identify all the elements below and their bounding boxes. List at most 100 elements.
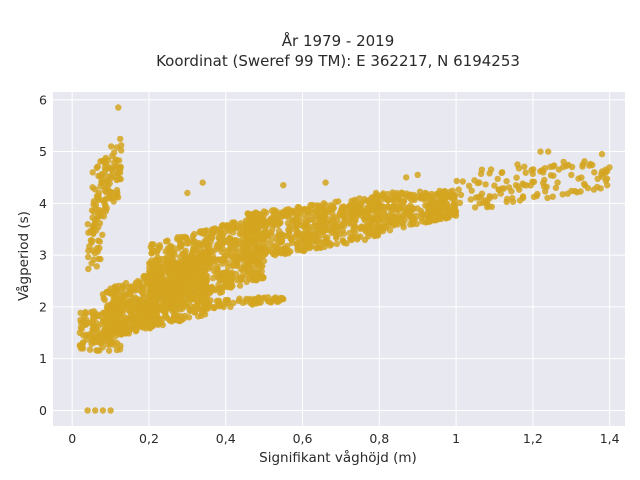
- data-point: [401, 204, 409, 212]
- data-point: [442, 201, 450, 208]
- data-point: [455, 186, 462, 193]
- data-point: [319, 231, 327, 239]
- x-tick-label: 0: [68, 431, 76, 446]
- data-point: [550, 172, 557, 179]
- data-point: [156, 242, 163, 249]
- data-point: [385, 212, 393, 219]
- x-tick-label: 1: [452, 431, 460, 446]
- data-point: [224, 263, 232, 271]
- data-point: [520, 181, 528, 189]
- data-point: [109, 194, 117, 202]
- data-point: [398, 218, 405, 225]
- data-point: [196, 289, 203, 296]
- data-point: [185, 239, 192, 247]
- data-point: [113, 186, 121, 194]
- data-point: [96, 238, 104, 245]
- data-point: [99, 318, 107, 325]
- data-point: [189, 233, 197, 240]
- data-point: [293, 240, 300, 247]
- data-point: [527, 182, 534, 189]
- data-point: [85, 265, 92, 273]
- data-point: [267, 229, 274, 236]
- data-point: [132, 321, 140, 328]
- data-point: [465, 182, 473, 189]
- data-point: [213, 271, 220, 278]
- data-point: [236, 223, 243, 230]
- data-point: [294, 228, 301, 236]
- data-point: [403, 174, 410, 181]
- x-tick-label: 0,2: [139, 431, 159, 446]
- data-point: [477, 170, 485, 177]
- data-point: [602, 177, 609, 184]
- data-point: [236, 274, 244, 281]
- data-point: [243, 222, 250, 229]
- data-point: [426, 204, 433, 211]
- data-point: [315, 208, 322, 216]
- data-point: [104, 183, 111, 190]
- data-point: [191, 266, 198, 273]
- data-point: [116, 169, 124, 176]
- data-point: [103, 325, 110, 333]
- data-point: [377, 202, 384, 209]
- data-point: [130, 306, 137, 313]
- data-point: [176, 262, 183, 270]
- data-point: [249, 228, 256, 235]
- data-point: [246, 245, 253, 252]
- y-tick-label: 2: [39, 299, 47, 314]
- data-point: [175, 315, 182, 322]
- data-point: [173, 276, 181, 283]
- data-point: [248, 220, 255, 228]
- data-point: [125, 320, 132, 327]
- data-point: [182, 251, 189, 258]
- data-point: [407, 221, 414, 228]
- y-tick-label: 1: [39, 351, 47, 366]
- data-point: [533, 192, 540, 200]
- data-point: [594, 183, 601, 191]
- data-point: [163, 254, 170, 261]
- data-point: [88, 333, 95, 341]
- data-point: [474, 179, 481, 187]
- data-point: [85, 253, 92, 261]
- data-point: [213, 243, 220, 250]
- data-point: [341, 213, 348, 220]
- data-point: [151, 310, 158, 318]
- data-point: [258, 268, 265, 275]
- x-tick-label: 1,4: [600, 431, 620, 446]
- data-point: [503, 178, 510, 185]
- data-point: [199, 179, 206, 186]
- data-point: [204, 305, 212, 312]
- data-point: [113, 144, 121, 151]
- data-point: [146, 260, 153, 267]
- data-point: [370, 206, 377, 213]
- data-point: [197, 241, 204, 248]
- data-point: [211, 304, 218, 312]
- data-point: [346, 203, 354, 211]
- data-point: [170, 316, 177, 324]
- data-point: [428, 209, 435, 217]
- data-point: [155, 320, 162, 327]
- data-point: [339, 237, 347, 244]
- data-point: [95, 255, 102, 262]
- data-point: [91, 186, 99, 193]
- data-point: [349, 211, 356, 218]
- data-point: [137, 319, 145, 326]
- data-point: [108, 329, 115, 337]
- data-point: [117, 135, 124, 143]
- data-point: [575, 175, 582, 182]
- data-point: [361, 236, 369, 243]
- data-point: [107, 310, 114, 317]
- data-point: [217, 275, 224, 282]
- data-point: [105, 347, 113, 354]
- data-point: [215, 256, 222, 263]
- data-point: [220, 239, 227, 247]
- data-point: [172, 304, 179, 311]
- data-point: [132, 326, 140, 333]
- data-point: [274, 238, 281, 245]
- data-point: [161, 308, 168, 316]
- data-point: [83, 316, 90, 323]
- data-point: [90, 308, 98, 315]
- data-point: [112, 156, 119, 163]
- data-point: [407, 202, 414, 209]
- data-point: [223, 268, 230, 276]
